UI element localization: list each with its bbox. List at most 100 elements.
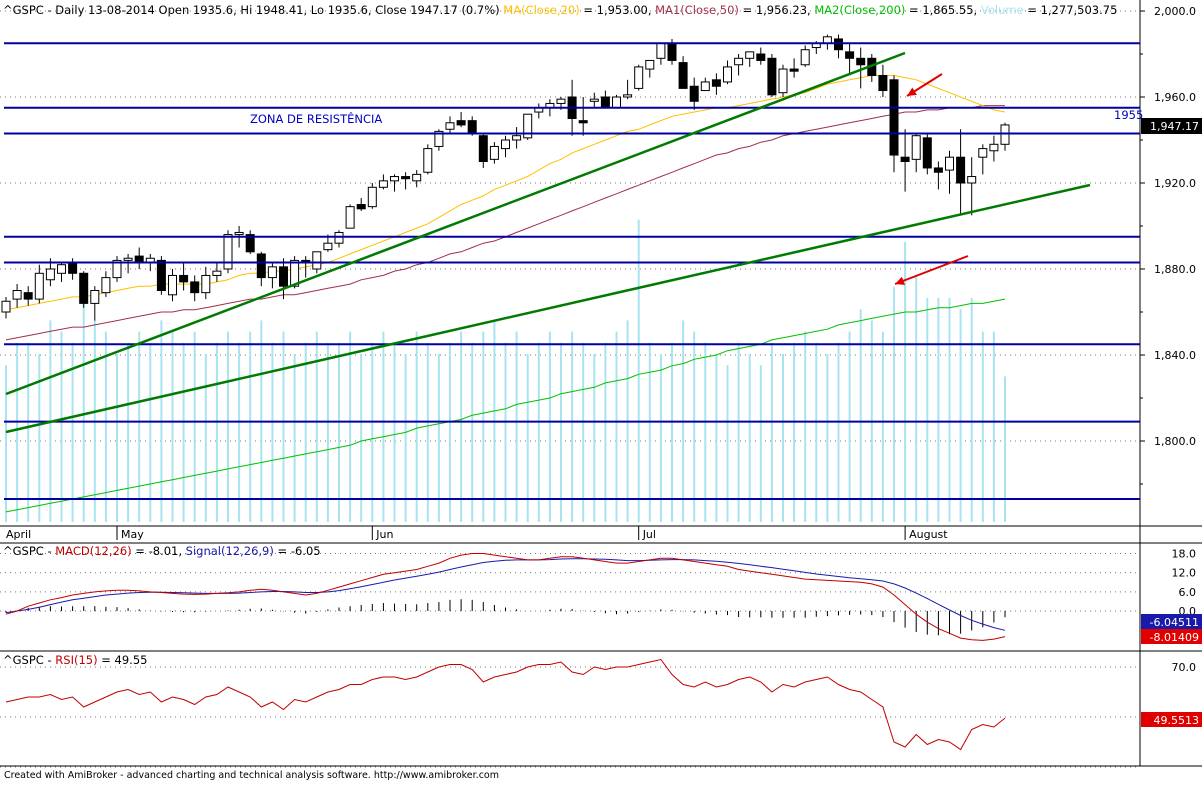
candle-body bbox=[756, 53, 766, 61]
candle-body bbox=[778, 68, 788, 94]
month-label: April bbox=[6, 528, 31, 541]
price-axis-label: 1,800.0 bbox=[1154, 435, 1196, 448]
volume-bar bbox=[293, 354, 296, 522]
candle-body bbox=[267, 266, 277, 279]
close-price-tag-bg bbox=[1141, 118, 1202, 134]
volume-bar bbox=[171, 331, 174, 522]
rsi-legend-value: = 49.55 bbox=[98, 653, 148, 667]
volume-bar bbox=[149, 342, 152, 522]
candle-body bbox=[800, 49, 810, 66]
candle-body bbox=[57, 264, 66, 274]
macd-axis-label: 12.0 bbox=[1172, 567, 1197, 580]
volume-bar bbox=[981, 331, 984, 522]
volume-bar bbox=[615, 331, 618, 522]
candle-body bbox=[856, 57, 866, 66]
volume-bar bbox=[926, 298, 929, 522]
volume-bar bbox=[793, 342, 796, 522]
candle-body bbox=[179, 274, 189, 283]
candle-body bbox=[423, 148, 433, 173]
volume-bar bbox=[537, 342, 540, 522]
candle-body bbox=[212, 270, 222, 276]
volume-bar bbox=[27, 342, 30, 522]
candle-body bbox=[334, 231, 344, 244]
ma200-legend-value: = 1,865.55, bbox=[905, 3, 977, 17]
candle-body bbox=[512, 135, 522, 141]
candle-body bbox=[68, 262, 78, 274]
volume-bar bbox=[815, 342, 818, 522]
candle-body bbox=[256, 253, 266, 279]
volume-bar bbox=[282, 331, 285, 522]
volume-bar bbox=[648, 342, 651, 522]
volume-bar bbox=[82, 298, 85, 522]
candle-body bbox=[700, 81, 710, 92]
candle-body bbox=[723, 66, 732, 83]
volume-bar bbox=[560, 342, 562, 522]
candle-body bbox=[190, 281, 200, 294]
candle-body bbox=[556, 98, 566, 104]
lower-trendline bbox=[5, 183, 1091, 434]
upper-trendline bbox=[5, 51, 906, 396]
signal-value-tag: -6.04511 bbox=[1150, 616, 1199, 629]
volume-bar bbox=[215, 342, 218, 522]
volume-bar bbox=[548, 331, 551, 522]
price-axis-label: 1,840.0 bbox=[1154, 349, 1196, 362]
volume-bar bbox=[1004, 376, 1006, 522]
ma200-line bbox=[5, 298, 1006, 513]
volume-bar bbox=[504, 342, 507, 522]
volume-bar bbox=[837, 342, 840, 522]
volume-bar bbox=[393, 342, 396, 522]
candle-body bbox=[478, 135, 488, 162]
month-label: Jun bbox=[375, 528, 393, 541]
candle-body bbox=[378, 180, 388, 188]
volume-bar bbox=[449, 342, 451, 522]
candle-body bbox=[845, 51, 855, 59]
candle-body bbox=[501, 139, 510, 150]
header-symbol: ^GSPC bbox=[3, 3, 44, 17]
macd-line bbox=[5, 553, 1006, 641]
volume-bar bbox=[748, 354, 751, 522]
volume-bar bbox=[915, 275, 918, 522]
macd-value-tag-bg bbox=[1141, 629, 1202, 644]
volume-bar bbox=[671, 342, 673, 522]
candle-body bbox=[956, 156, 966, 184]
candle-body bbox=[578, 120, 588, 124]
volume-bar bbox=[238, 342, 241, 522]
volume-bar bbox=[759, 365, 762, 522]
candle-body bbox=[23, 292, 33, 300]
candle-body bbox=[156, 259, 166, 291]
candle-body bbox=[12, 290, 22, 300]
candle-body bbox=[900, 156, 910, 162]
price-axis-label: 1,920.0 bbox=[1154, 177, 1196, 190]
volume-bar bbox=[5, 365, 7, 522]
candle-body bbox=[678, 62, 688, 89]
candle-body bbox=[279, 266, 288, 287]
candle-body bbox=[123, 257, 133, 261]
rsi-value-tag: 49.5513 bbox=[1154, 714, 1200, 727]
candle-body bbox=[201, 274, 211, 294]
candle-body bbox=[645, 59, 655, 70]
resistance-level-label: 1955 bbox=[1114, 108, 1143, 122]
candle-body bbox=[745, 51, 755, 59]
candle-body bbox=[945, 156, 954, 171]
signal-legend-label: Signal(12,26,9) bbox=[186, 544, 274, 558]
macd-pane-header: ^GSPC - MACD(12,26) = -8.01, Signal(12,2… bbox=[3, 544, 321, 558]
macd-symbol: ^GSPC bbox=[3, 544, 44, 558]
candle-body bbox=[734, 57, 744, 66]
volume-bar bbox=[404, 354, 407, 522]
volume-bar bbox=[271, 342, 274, 522]
candle-body bbox=[600, 96, 610, 109]
volume-bar bbox=[937, 298, 940, 522]
candle-body bbox=[245, 234, 255, 253]
candle-body bbox=[412, 173, 422, 182]
candle-body bbox=[101, 277, 111, 294]
macd-legend-label: MACD(12,26) bbox=[55, 544, 131, 558]
volume-bar bbox=[804, 331, 807, 522]
volume-bar bbox=[204, 354, 207, 522]
ma50-legend-value: = 1,956.23, bbox=[739, 3, 811, 17]
resistance-zone-label: ZONA DE RESISTÊNCIA bbox=[250, 111, 382, 126]
volume-bar bbox=[782, 354, 784, 522]
volume-bar bbox=[182, 342, 185, 522]
volume-bar bbox=[127, 342, 130, 522]
candle-body bbox=[45, 268, 55, 281]
